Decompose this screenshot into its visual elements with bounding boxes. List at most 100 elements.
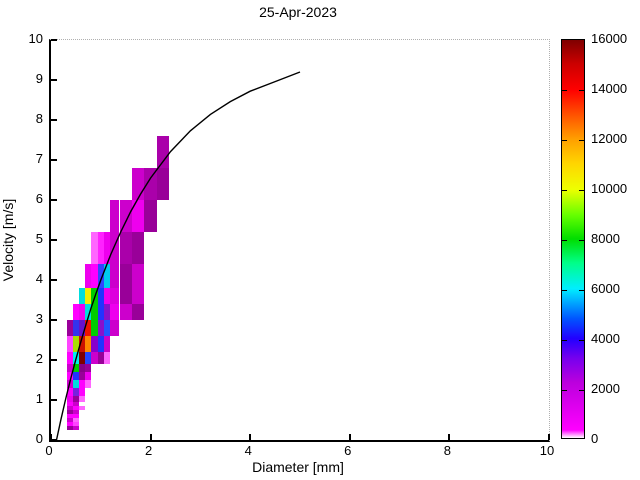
colorbar-tick — [562, 290, 567, 291]
heatmap-cell — [85, 304, 92, 320]
x-tick-label: 4 — [244, 443, 252, 458]
heatmap-cell — [103, 304, 111, 320]
x-tick-label: 8 — [443, 443, 451, 458]
heatmap-cell — [97, 336, 104, 352]
y-tick-label: 4 — [35, 271, 43, 286]
colorbar-tick-label: 12000 — [591, 131, 628, 146]
heatmap-cell — [66, 320, 73, 336]
colorbar-tick — [562, 240, 567, 241]
heatmap-cell — [79, 304, 86, 320]
heatmap-cell — [72, 396, 79, 402]
heatmap-cell — [119, 200, 132, 232]
heatmap-cell — [79, 406, 86, 410]
heatmap-cell — [110, 304, 120, 320]
heatmap-cell — [72, 372, 79, 380]
heatmap-cell — [66, 414, 73, 418]
heatmap-cell — [72, 402, 79, 406]
heatmap-cell — [91, 320, 98, 336]
colorbar-tick-label: 2000 — [591, 381, 620, 396]
y-axis-label: Velocity [m/s] — [0, 198, 16, 282]
y-tick — [51, 399, 57, 401]
colorbar-tick — [562, 90, 567, 91]
heatmap-cell — [119, 304, 132, 320]
colorbar-tick — [562, 140, 567, 141]
colorbar-tick — [579, 290, 584, 291]
heatmap-cell — [72, 426, 79, 430]
heatmap-cell — [66, 402, 73, 406]
x-tick — [548, 434, 550, 440]
heatmap-cell — [66, 352, 73, 364]
colorbar — [561, 39, 585, 439]
heatmap-cell — [79, 364, 86, 372]
fit-curve — [55, 71, 301, 441]
heatmap-cell — [97, 288, 104, 304]
heatmap-cell — [85, 336, 92, 352]
heatmap-cell — [72, 410, 79, 414]
heatmap-cell — [66, 426, 73, 430]
heatmap-cell — [97, 320, 104, 336]
heatmap-cell — [79, 388, 86, 396]
heatmap-cell — [79, 320, 86, 336]
heatmap-cell — [119, 288, 132, 304]
colorbar-tick-label: 8000 — [591, 231, 620, 246]
heatmap-cell — [131, 288, 145, 304]
heatmap-cell — [66, 422, 73, 426]
heatmap-cell — [79, 288, 86, 304]
colorbar-tick-label: 0 — [591, 431, 599, 446]
colorbar-tick — [579, 340, 584, 341]
heatmap-cell — [66, 364, 73, 372]
heatmap-cell — [72, 418, 79, 422]
heatmap-cell — [72, 336, 79, 352]
heatmap-cell — [79, 352, 86, 364]
colorbar-tick — [562, 390, 567, 391]
heatmap-cell — [110, 200, 120, 232]
heatmap-cell — [103, 232, 111, 264]
colorbar-tick-label: 4000 — [591, 331, 620, 346]
heatmap-cell — [72, 388, 79, 396]
heatmap-cell — [85, 352, 92, 364]
colorbar-tick-label: 6000 — [591, 281, 620, 296]
heatmap-cell — [79, 372, 86, 380]
heatmap-cell — [131, 232, 145, 264]
colorbar-tick-label: 14000 — [591, 81, 628, 96]
chart-title: 25-Apr-2023 — [259, 4, 337, 20]
heatmap-cell — [103, 288, 111, 304]
heatmap-cell — [85, 288, 92, 304]
heatmap-cell — [91, 232, 98, 264]
heatmap-cell — [156, 136, 170, 168]
y-tick-label: 0 — [35, 431, 43, 446]
heatmap-cell — [103, 352, 111, 364]
y-tick — [51, 319, 57, 321]
heatmap-cell — [119, 232, 132, 264]
y-tick — [51, 159, 57, 161]
heatmap-cell — [110, 320, 120, 336]
heatmap-cell — [79, 380, 86, 388]
heatmap-cell — [66, 336, 73, 352]
heatmap-cell — [66, 372, 73, 380]
heatmap-cell — [131, 200, 145, 232]
x-tick — [348, 434, 351, 440]
x-axis-label: Diameter [mm] — [252, 459, 344, 475]
terminal-velocity-curve — [55, 71, 301, 441]
heatmap-cell — [110, 288, 120, 304]
heatmap-cell — [144, 200, 157, 232]
heatmap-cell — [72, 422, 79, 426]
y-tick-label: 3 — [35, 311, 43, 326]
y-tick — [51, 39, 57, 41]
y-tick-label: 9 — [35, 71, 43, 86]
heatmap-cell — [66, 410, 73, 414]
x-tick — [149, 434, 152, 440]
colorbar-tick — [579, 240, 584, 241]
heatmap-cell — [97, 352, 104, 364]
heatmap-cell — [110, 232, 120, 264]
x-tick — [50, 434, 52, 440]
heatmap-cell — [66, 388, 73, 396]
y-tick-label: 1 — [35, 391, 43, 406]
heatmap-cell — [85, 372, 92, 380]
heatmap-cell — [79, 336, 86, 352]
heatmap-cell — [91, 304, 98, 320]
colorbar-tick — [579, 90, 584, 91]
x-tick-label: 6 — [344, 443, 352, 458]
plot-area — [49, 39, 550, 442]
heatmap-cell — [72, 320, 79, 336]
